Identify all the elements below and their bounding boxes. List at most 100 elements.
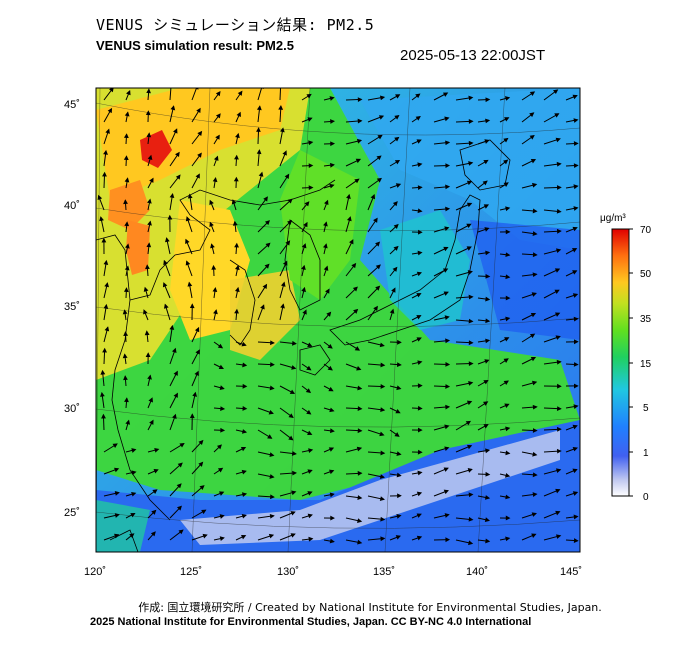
wind-arrow-head xyxy=(468,318,474,324)
wind-arrow-head xyxy=(485,296,491,302)
wind-arrow-head xyxy=(303,221,308,228)
wind-arrow-head xyxy=(329,469,335,475)
wind-arrow-head xyxy=(104,282,109,288)
wind-arrow-head xyxy=(147,198,152,204)
wind-arrow-head xyxy=(379,342,385,348)
wind-arrow-head xyxy=(198,439,204,446)
wind-arrow-head xyxy=(198,461,204,467)
wind-arrow-head xyxy=(237,90,243,96)
wind-arrow-head xyxy=(114,467,120,473)
wind-arrow-head xyxy=(282,150,287,156)
wind-arrow-head xyxy=(123,199,128,205)
wind-arrow-head xyxy=(260,304,265,310)
wind-arrow-head xyxy=(124,265,130,271)
wind-arrow-head xyxy=(393,223,399,229)
wind-arrow-head xyxy=(256,105,262,111)
wind-arrow-head xyxy=(123,155,129,161)
wind-arrow-head xyxy=(178,529,184,535)
wind-arrow-head xyxy=(572,447,578,452)
wind-arrow-head xyxy=(532,208,538,214)
wind-arrow-head xyxy=(99,216,104,222)
wind-arrow-head xyxy=(555,488,561,494)
wind-arrow-head xyxy=(169,84,172,87)
wind-arrow-head xyxy=(352,286,358,292)
wind-arrow-head xyxy=(307,469,313,474)
forecast-datetime: 2025-05-13 22:00JST xyxy=(400,47,546,64)
wind-arrow-head xyxy=(357,118,363,124)
wind-arrow-head xyxy=(125,419,131,425)
wind-arrow-head xyxy=(443,291,449,296)
wind-arrow-head xyxy=(554,113,560,118)
wind-arrow-head xyxy=(380,536,386,542)
wind-arrow-head xyxy=(505,450,511,456)
wind-arrow-head xyxy=(531,292,537,297)
wind-arrow-head xyxy=(503,137,509,143)
wind-arrow-head xyxy=(443,246,449,252)
wind-arrow-head xyxy=(211,264,217,270)
wind-arrow-head xyxy=(324,199,329,205)
wind-arrow-head xyxy=(373,305,378,311)
wind-arrow-head xyxy=(292,340,297,346)
wind-arrow-head xyxy=(379,496,385,501)
wind-arrow-head xyxy=(370,193,376,200)
wind-arrow-head xyxy=(483,204,489,209)
wind-arrow-head xyxy=(356,365,362,371)
wind-arrow-head xyxy=(380,516,386,522)
wind-arrow xyxy=(191,88,198,101)
colorbar-tick-70: 70 xyxy=(640,225,652,236)
wind-arrow-head xyxy=(466,202,473,208)
license-line: 2025 National Institute for Environmenta… xyxy=(90,616,532,628)
wind-arrow-head xyxy=(112,443,118,448)
wind-arrow-head xyxy=(444,315,450,320)
wind-arrow-head xyxy=(173,370,178,376)
wind-arrow-head xyxy=(282,260,288,266)
lon-tick-135: 135˚ xyxy=(373,566,395,578)
wind-arrow-head xyxy=(573,163,579,169)
wind-arrow-head xyxy=(356,138,363,144)
wind-arrow-head xyxy=(554,268,561,273)
wind-arrow-head xyxy=(307,117,313,122)
wind-arrow-head xyxy=(442,268,449,273)
wind-arrow-head xyxy=(328,386,334,392)
wind-arrow-head xyxy=(107,107,113,114)
wind-arrow-head xyxy=(210,243,215,249)
wind-arrow-head xyxy=(175,151,180,157)
wind-arrow-head xyxy=(176,505,182,511)
wind-arrow-head xyxy=(356,446,363,452)
wind-arrow-head xyxy=(189,413,195,419)
wind-arrow-head xyxy=(179,443,185,448)
wind-arrow-head xyxy=(555,312,561,317)
wind-arrow-head xyxy=(209,221,214,227)
wind-arrow-head xyxy=(445,404,451,410)
wind-arrow-head xyxy=(235,264,240,271)
wind-arrow-head xyxy=(145,352,151,357)
wind-arrow-head xyxy=(100,369,106,375)
wind-arrow-head xyxy=(572,293,579,298)
wind-arrow-head xyxy=(556,359,562,365)
wind-arrow-head xyxy=(263,196,268,202)
wind-arrow-head xyxy=(152,489,158,494)
wind-arrow-head xyxy=(218,364,225,369)
wind-arrow-head xyxy=(290,533,296,538)
wind-arrow-head xyxy=(556,406,562,411)
wind-arrow-head xyxy=(149,177,154,183)
wind-arrow-head xyxy=(484,517,490,522)
wind-arrow-head xyxy=(173,392,178,398)
wind-arrow-head xyxy=(571,248,578,253)
wind-arrow-head xyxy=(357,495,363,500)
wind-arrow-head xyxy=(241,341,247,347)
wind-arrow-head xyxy=(151,509,157,515)
wind-arrow-head xyxy=(215,113,221,119)
wind-arrow-head xyxy=(505,494,511,500)
wind-arrow-head xyxy=(219,385,225,390)
wind-arrow-head xyxy=(147,374,152,380)
wind-arrow-head xyxy=(269,452,275,457)
wind-arrow-head xyxy=(131,470,137,476)
wind-arrow-head xyxy=(241,469,247,475)
wind-arrow-head xyxy=(395,535,402,540)
wind-arrow-head xyxy=(505,515,511,521)
wind-arrow-head xyxy=(322,243,328,249)
wind-arrow-head xyxy=(326,311,332,317)
wind-arrow-head xyxy=(532,272,538,278)
wind-arrow-head xyxy=(213,309,218,315)
